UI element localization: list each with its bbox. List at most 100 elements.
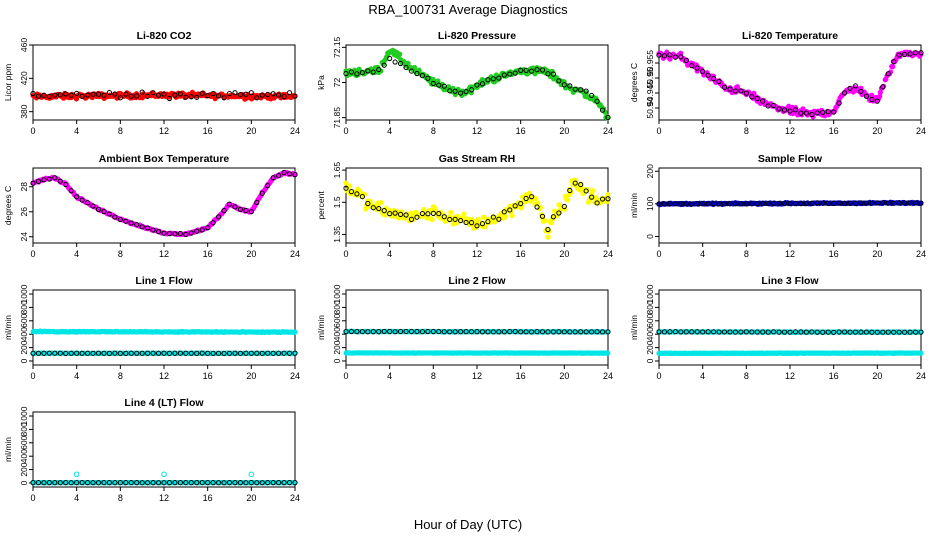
avg-point: [447, 88, 453, 94]
avg-point: [215, 93, 222, 99]
avg-point: [123, 218, 129, 224]
avg-point: [30, 350, 36, 356]
avg-point: [248, 209, 254, 215]
avg-point: [63, 91, 69, 97]
avg-point: [425, 75, 431, 81]
avg-point: [348, 69, 355, 75]
y-tick-label: 0: [332, 358, 342, 363]
avg-point: [79, 197, 85, 203]
avg-point: [885, 71, 891, 77]
avg-point: [689, 63, 695, 69]
avg-point: [485, 219, 491, 225]
avg-point: [112, 91, 118, 97]
avg-point: [226, 91, 233, 97]
avg-point: [112, 350, 118, 356]
avg-point: [205, 350, 211, 356]
avg-point: [281, 350, 287, 356]
avg-point: [907, 51, 913, 57]
avg-point: [738, 88, 744, 94]
avg-point: [512, 70, 518, 76]
panel-title: Sample Flow: [758, 153, 823, 165]
avg-point: [128, 350, 134, 356]
avg-point: [221, 350, 227, 357]
avg-point: [738, 201, 744, 207]
avg-point: [354, 71, 360, 77]
avg-point: [534, 204, 540, 210]
avg-point: [880, 200, 886, 206]
avg-point: [139, 350, 145, 356]
data-point: [551, 208, 558, 214]
avg-point: [896, 200, 902, 206]
data-point: [461, 211, 467, 217]
avg-point: [490, 76, 496, 82]
data-point: [565, 197, 571, 203]
avg-point: [661, 53, 668, 59]
y-tick-label: 800: [19, 300, 29, 314]
x-tick-label: 0: [30, 249, 35, 259]
x-tick-label: 12: [785, 249, 795, 259]
avg-point: [458, 217, 464, 224]
avg-point: [545, 226, 551, 233]
avg-point: [765, 200, 771, 207]
y-tick-label: 600: [332, 313, 342, 327]
avg-point: [539, 67, 546, 73]
avg-point: [134, 93, 140, 99]
panel-5: Sample Flow 0 4 8 12 16 20 24 0 100 200 ml/min: [629, 153, 926, 259]
plot-frame: [32, 411, 296, 488]
avg-point: [814, 200, 820, 206]
avg-point: [35, 350, 42, 356]
y-tick-label: 50.95: [645, 67, 655, 89]
avg-point: [452, 88, 458, 94]
avg-point: [134, 350, 140, 356]
avg-point: [177, 230, 183, 237]
avg-point: [721, 201, 728, 207]
y-tick-label: 1000: [645, 284, 655, 303]
y-tick-label: 71.85: [332, 107, 342, 129]
avg-point: [128, 220, 134, 226]
avg-point: [155, 350, 162, 356]
avg-point: [46, 176, 52, 182]
data-point: [502, 214, 509, 220]
avg-point: [265, 91, 271, 98]
avg-point: [667, 52, 673, 58]
avg-point: [710, 76, 717, 82]
avg-point: [599, 196, 606, 202]
avg-point: [760, 98, 766, 104]
avg-point: [248, 90, 254, 96]
avg-point: [836, 100, 842, 106]
x-tick-label: 8: [118, 249, 123, 259]
avg-point: [215, 214, 222, 220]
y-tick-label: 800: [332, 300, 342, 314]
avg-point: [270, 350, 276, 356]
avg-point: [749, 94, 755, 100]
avg-point: [215, 350, 222, 356]
y-tick-label: 100: [645, 197, 655, 211]
x-tick-label: 16: [516, 371, 526, 381]
x-tick-label: 0: [343, 371, 348, 381]
avg-point: [550, 71, 557, 77]
avg-point: [678, 54, 684, 60]
avg-point: [359, 69, 365, 76]
avg-point: [150, 227, 156, 233]
avg-point: [683, 201, 689, 207]
panel-title: Li-820 CO2: [137, 30, 192, 42]
avg-point: [41, 350, 47, 356]
avg-point: [397, 211, 404, 217]
avg-point: [243, 91, 249, 97]
data-point: [481, 214, 487, 220]
x-tick-label: 8: [118, 493, 123, 503]
avg-point: [194, 94, 200, 100]
avg-point: [496, 216, 502, 222]
x-tick-label: 16: [829, 249, 839, 259]
avg-point: [781, 107, 788, 113]
avg-point: [210, 220, 216, 226]
y-tick-label: 50.945: [645, 80, 655, 106]
y-tick-label: 1000: [19, 406, 29, 425]
series-hourly-avg: [343, 180, 611, 233]
y-tick-label: 50.955: [645, 50, 655, 76]
x-tick-label: 12: [159, 371, 169, 381]
y-axis-label: percent: [316, 191, 326, 220]
avg-point: [172, 92, 178, 98]
